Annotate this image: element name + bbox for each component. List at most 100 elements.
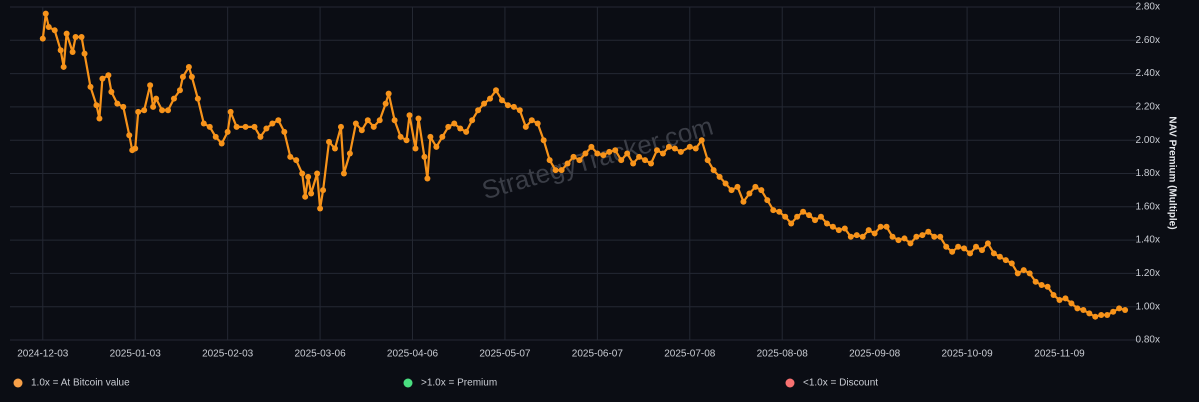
data-point [179, 73, 186, 80]
data-point [522, 123, 529, 130]
data-point [686, 143, 693, 150]
data-point [305, 173, 312, 180]
data-point [1122, 307, 1129, 314]
data-point [120, 103, 127, 110]
data-point [978, 247, 985, 254]
data-point [445, 123, 452, 130]
data-point [153, 95, 160, 102]
data-point [770, 207, 777, 214]
legend-marker [403, 378, 413, 388]
x-tick-label: 2025-06-07 [572, 349, 624, 360]
data-point [427, 133, 434, 140]
data-point [996, 253, 1003, 260]
data-point [853, 232, 860, 239]
data-point [943, 243, 950, 250]
data-point [96, 115, 103, 122]
data-point [665, 143, 672, 150]
x-tick-label: 2025-04-06 [387, 349, 439, 360]
data-point [176, 87, 183, 94]
data-point [114, 100, 121, 107]
data-point [385, 90, 392, 97]
data-point [1020, 267, 1027, 274]
data-point [1032, 278, 1039, 285]
data-point [698, 137, 705, 144]
data-point [1110, 308, 1117, 315]
data-point [358, 127, 365, 134]
data-point [218, 140, 225, 147]
data-point [376, 117, 383, 124]
y-tick-label: 0.80x [1136, 335, 1160, 346]
data-point [594, 150, 601, 157]
y-tick-label: 2.20x [1136, 102, 1160, 113]
data-point [150, 103, 157, 110]
y-tick-label: 2.80x [1136, 2, 1160, 13]
data-point [1116, 305, 1123, 312]
data-point [299, 170, 306, 177]
data-point [78, 33, 85, 40]
data-point [949, 248, 956, 255]
data-point [865, 227, 872, 234]
data-point [788, 220, 795, 227]
data-point [812, 217, 819, 224]
data-point [337, 123, 344, 130]
data-point [570, 153, 577, 160]
data-point [653, 147, 660, 154]
legend-label: 1.0x = At Bitcoin value [31, 378, 130, 389]
data-point [746, 190, 753, 197]
data-point [847, 233, 854, 240]
data-point [588, 143, 595, 150]
data-point [326, 138, 333, 145]
data-point [564, 160, 571, 167]
data-point [871, 230, 878, 237]
data-point [510, 103, 517, 110]
data-point [457, 125, 464, 132]
data-point [275, 117, 282, 124]
data-point [642, 157, 649, 164]
data-point [242, 123, 249, 130]
data-point [648, 160, 655, 167]
data-point [1026, 270, 1033, 277]
data-point [901, 235, 908, 242]
data-point [889, 233, 896, 240]
data-point [984, 240, 991, 247]
y-tick-label: 2.60x [1136, 35, 1160, 46]
data-point [382, 100, 389, 107]
data-point [42, 10, 49, 17]
data-point [1098, 312, 1105, 319]
data-point [859, 233, 866, 240]
x-tick-label: 2025-10-09 [941, 349, 993, 360]
x-tick-label: 2025-07-08 [664, 349, 716, 360]
data-point [990, 250, 997, 257]
data-point [72, 33, 79, 40]
data-point [782, 213, 789, 220]
data-point [937, 233, 944, 240]
grid [10, 6, 1140, 341]
x-tick-label: 2025-09-08 [849, 349, 901, 360]
data-point [406, 112, 413, 119]
data-point [776, 208, 783, 215]
data-point [1038, 282, 1045, 289]
data-point [346, 150, 353, 157]
data-point [415, 115, 422, 122]
data-point [883, 223, 890, 230]
data-point [331, 145, 338, 152]
data-point [293, 157, 300, 164]
data-point [1104, 312, 1111, 319]
data-point [314, 170, 321, 177]
data-point [439, 133, 446, 140]
data-point [60, 63, 67, 70]
data-point [185, 63, 192, 70]
data-point [403, 137, 410, 144]
data-point [227, 108, 234, 115]
data-point [1068, 300, 1075, 307]
data-point [794, 213, 801, 220]
data-point [397, 133, 404, 140]
data-point [1044, 283, 1051, 290]
data-point [302, 193, 309, 200]
data-point [817, 213, 824, 220]
data-point [194, 95, 201, 102]
legend-marker [785, 378, 795, 388]
data-point [251, 123, 258, 130]
data-point [1080, 307, 1087, 314]
data-point [200, 120, 207, 127]
